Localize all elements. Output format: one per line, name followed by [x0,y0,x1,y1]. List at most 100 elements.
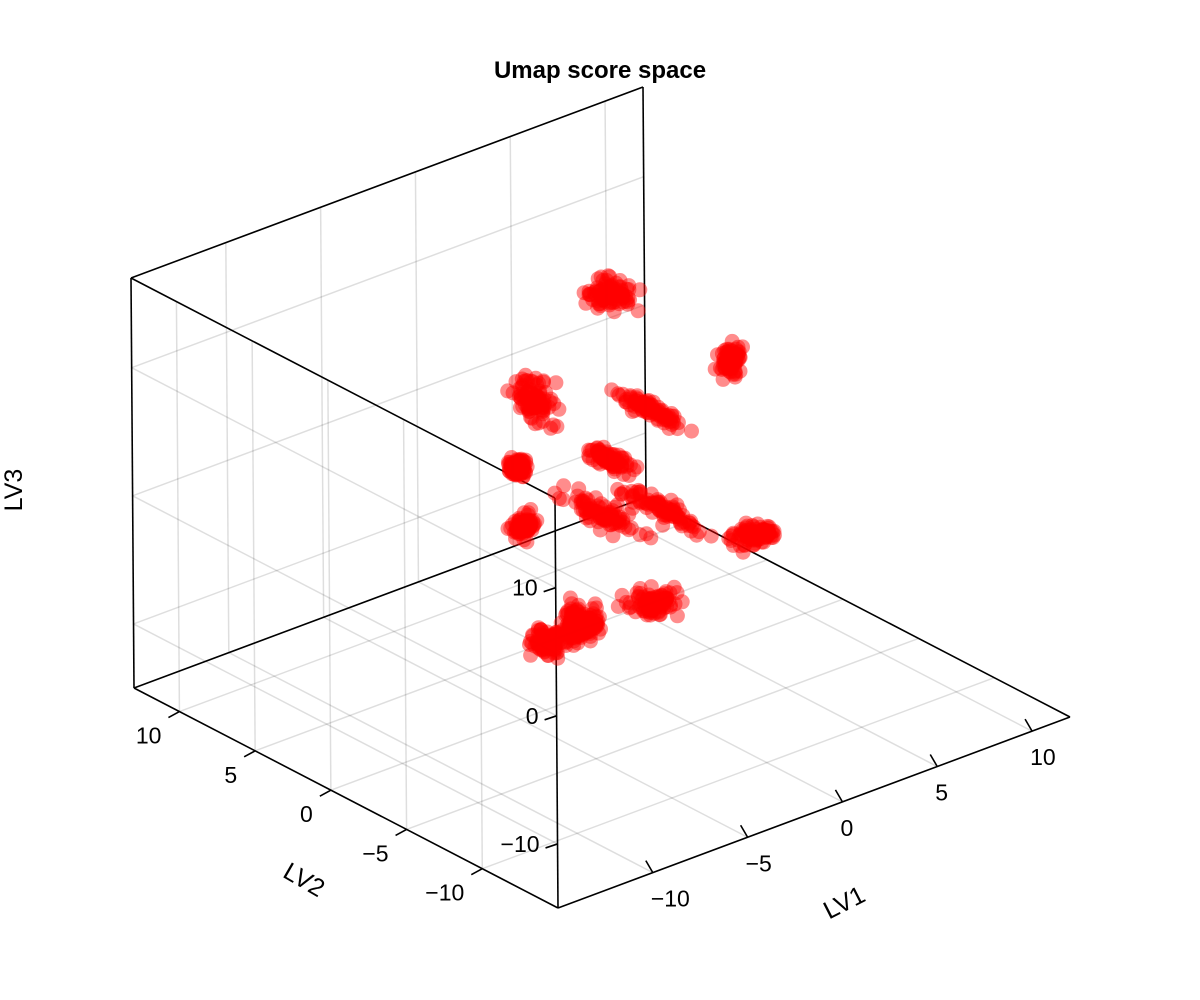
scatter-point [515,518,531,534]
scatter-point [632,493,648,509]
scatter-point [644,486,659,502]
scatter-point [727,363,743,379]
scatter-point [532,392,548,408]
scatter-point [654,504,670,520]
scatter-point [598,291,614,307]
scatter-point [526,517,542,533]
scatter-point [650,411,666,427]
scatter-point [519,517,535,533]
scatter-point [590,613,606,629]
scatter-point [592,283,608,299]
scatter-point [721,351,736,366]
scatter-point [518,452,534,468]
scatter-point [562,617,578,633]
scatter-point [599,444,615,460]
scatter-point [584,601,600,617]
scatter-point [629,397,645,412]
scatter-point [635,394,651,410]
scatter-point [645,597,661,613]
grid-line-wall-xz [131,175,644,369]
scatter-point [526,399,542,414]
scatter-point [526,399,542,415]
scatter-point [557,635,573,651]
scatter-point [752,524,768,540]
scatter-point [604,455,620,471]
scatter-point [593,298,609,314]
scatter-point [604,288,620,304]
scatter-point [755,523,771,539]
scatter-point [645,602,661,618]
scatter-point [673,516,688,532]
scatter-point [719,356,735,372]
scatter-point [666,408,682,424]
scatter-point [535,632,551,648]
scatter-point [569,626,585,641]
scatter-point [529,633,545,649]
scatter-point [651,604,667,620]
scatter-point [509,466,525,482]
scatter-point [607,461,623,477]
scatter-point [639,593,655,609]
scatter-point [739,518,755,534]
scatter-point [534,638,550,653]
scatter-point [524,400,540,416]
scatter-point [540,633,556,649]
x-tick-label: 5 [935,780,948,806]
scatter-point [570,623,586,639]
scatter-point [714,362,730,377]
scatter-point [564,607,580,623]
scatter-point [526,393,542,409]
x-tick-mark [645,860,654,874]
scatter-point [750,516,766,532]
scatter-point [614,287,630,302]
scatter-point [513,517,529,533]
scatter-point [740,530,756,546]
scatter-point [622,595,638,611]
scatter-point [735,523,750,539]
scatter-point [640,397,656,413]
scatter-point [567,613,583,629]
scatter-point [667,596,683,612]
scatter-point [632,585,648,601]
scatter-point [510,458,526,474]
scatter-point [531,375,546,391]
scatter-point [618,293,634,309]
scatter-point [540,648,556,663]
scatter-point [724,349,740,365]
y-axis-label: LV2 [279,857,330,903]
scatter-point [514,518,530,534]
scatter-point [656,596,672,612]
scatter-point [723,359,739,375]
scatter-point [686,519,702,535]
scatter-point [722,364,738,380]
scatter-point [520,392,536,408]
scatter-point [534,642,550,658]
scatter-point [618,594,634,610]
scatter-point [521,520,537,536]
scatter-point [640,496,656,512]
scatter-point [512,516,528,532]
scatter-point [546,641,562,657]
scatter-point [564,605,579,621]
scatter-point [632,581,648,596]
scatter-point [614,291,630,307]
scatter-point [722,352,738,368]
scatter-point [627,398,643,414]
y-tick-mark [168,710,180,719]
scatter-point [536,391,552,407]
scatter-point [634,401,650,417]
scatter-point [658,408,674,424]
scatter-point [544,635,560,651]
scatter-point [523,502,539,517]
scatter-point [572,619,588,635]
scatter-point [531,620,546,636]
scatter-point [541,631,557,647]
scatter-point [519,390,535,405]
scatter-point [644,603,660,619]
scatter-point [664,417,680,432]
scatter-point [520,505,536,521]
scatter-point [732,527,747,543]
scatter-point [516,460,532,476]
grid-line-wall-xz [132,304,645,497]
frame-edge [554,497,559,909]
